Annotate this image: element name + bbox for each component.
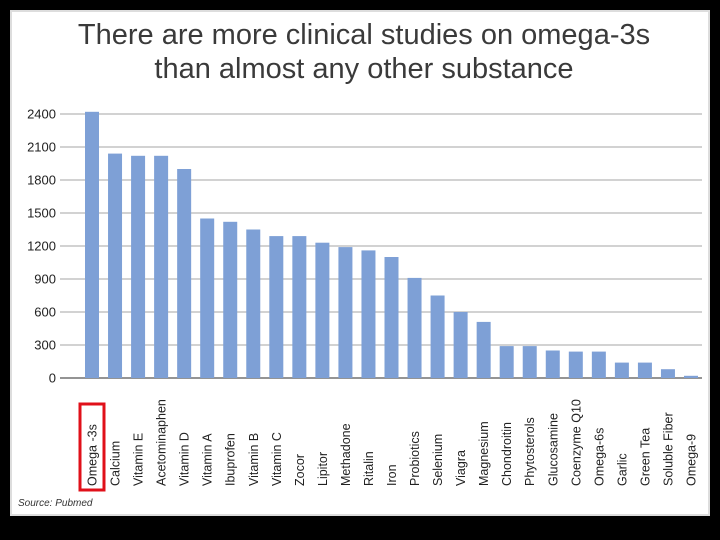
x-tick-label: Phytosterols bbox=[523, 417, 537, 486]
bar bbox=[177, 169, 192, 378]
x-tick-label: Methadone bbox=[339, 423, 353, 486]
bar bbox=[614, 362, 629, 378]
x-tick-label: Probiotics bbox=[408, 431, 422, 486]
x-tick-label: Lipitor bbox=[316, 452, 330, 486]
x-tick-label: Garlic bbox=[615, 453, 629, 486]
chart-frame: There are more clinical studies on omega… bbox=[10, 10, 710, 516]
bar-chart: There are more clinical studies on omega… bbox=[18, 19, 702, 509]
bar bbox=[338, 247, 353, 378]
bar bbox=[476, 321, 491, 378]
x-tick-label: Omega-6s bbox=[592, 428, 606, 486]
x-tick-label: Vitamin B bbox=[247, 433, 261, 486]
bar bbox=[453, 312, 468, 378]
chart-title-line-1: There are more clinical studies on omega… bbox=[78, 19, 650, 51]
x-tick-label: Magnesium bbox=[477, 421, 491, 486]
chart-title-line-2: than almost any other substance bbox=[154, 53, 573, 85]
bar bbox=[522, 346, 537, 378]
bar bbox=[131, 155, 146, 378]
y-tick-label: 600 bbox=[34, 305, 56, 320]
x-tick-label: Ibuprofen bbox=[224, 433, 238, 486]
y-tick-label: 300 bbox=[34, 338, 56, 353]
bars bbox=[85, 111, 698, 379]
y-tick-label: 1200 bbox=[27, 239, 56, 254]
y-tick-label: 1800 bbox=[27, 173, 56, 188]
x-tick-label: Soluble Fiber bbox=[661, 412, 675, 486]
y-tick-label: 1500 bbox=[27, 206, 56, 221]
highlight-box bbox=[78, 402, 106, 492]
bar bbox=[684, 375, 698, 378]
bar bbox=[499, 346, 514, 378]
x-tick-label: Coenzyme Q10 bbox=[569, 399, 583, 486]
bar bbox=[223, 221, 238, 378]
bar bbox=[591, 351, 606, 378]
y-tick-label: 2100 bbox=[27, 140, 56, 155]
x-tick-label: Calcium bbox=[109, 441, 123, 486]
bar bbox=[246, 229, 261, 378]
x-tick-label: Omega -3s bbox=[86, 424, 100, 486]
bar bbox=[384, 257, 399, 378]
x-tick-label: Vitamin E bbox=[132, 433, 146, 486]
x-tick-label: Vitamin C bbox=[270, 432, 284, 486]
bar bbox=[545, 350, 560, 378]
bar bbox=[660, 369, 675, 378]
y-tick-label: 900 bbox=[34, 272, 56, 287]
x-tick-label: Glucosamine bbox=[546, 413, 560, 486]
x-tick-label: Omega-9 bbox=[685, 434, 699, 486]
bar bbox=[315, 242, 330, 378]
y-tick-label: 0 bbox=[49, 371, 56, 386]
source-note: Source: Pubmed bbox=[18, 498, 93, 509]
bar bbox=[292, 236, 307, 378]
x-tick-label: Ritalin bbox=[362, 451, 376, 486]
bar bbox=[407, 277, 422, 378]
bar bbox=[568, 351, 583, 378]
x-tick-label: Vitamin A bbox=[201, 433, 215, 486]
x-tick-label: Selenium bbox=[431, 434, 445, 486]
x-tick-label: Iron bbox=[385, 464, 399, 486]
y-axis-ticks: 0 300 600 900 1200 1500 1800 2100 2400 bbox=[27, 107, 56, 386]
x-tick-label: Chondroitin bbox=[500, 422, 514, 486]
bar bbox=[637, 362, 652, 378]
bar bbox=[85, 111, 99, 379]
x-tick-label: Acetominaphen bbox=[155, 399, 169, 486]
bar bbox=[154, 155, 169, 378]
x-tick-label: Green Tea bbox=[638, 428, 652, 486]
x-tick-label: Vitamin D bbox=[178, 432, 192, 486]
x-tick-label: Viagra bbox=[454, 450, 468, 486]
bar bbox=[430, 295, 445, 378]
x-tick-label: Zocor bbox=[293, 454, 307, 486]
bar bbox=[200, 218, 215, 378]
y-tick-label: 2400 bbox=[27, 107, 56, 122]
x-axis-labels: Omega -3s Calcium Vitamin E Acetominaphen Vi… bbox=[78, 399, 699, 492]
bar bbox=[108, 153, 123, 378]
bar bbox=[361, 250, 376, 378]
bar bbox=[269, 236, 284, 378]
